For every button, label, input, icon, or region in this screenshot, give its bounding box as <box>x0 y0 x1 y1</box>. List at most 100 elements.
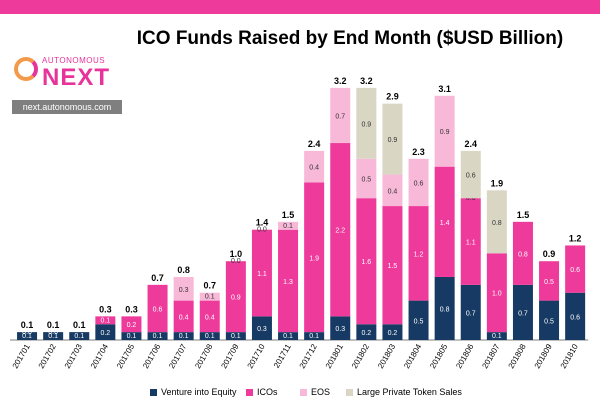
segment-label: 0.1 <box>205 333 215 340</box>
legend-swatch <box>300 389 307 397</box>
segment-label: 0.6 <box>570 267 580 274</box>
bar-segment-201802-3 <box>356 87 377 159</box>
bar-segment-201701-0 <box>17 332 38 340</box>
total-label: 1.9 <box>491 178 504 188</box>
segment-label: 0.6 <box>153 306 163 313</box>
bar-segment-201711-1 <box>278 229 299 333</box>
segment-label: 0.9 <box>361 121 371 128</box>
total-label: 1.2 <box>569 233 582 243</box>
segment-label: 0.0 <box>466 195 476 202</box>
bar-segment-201710-1 <box>251 229 272 317</box>
segment-label: 1.9 <box>309 255 319 262</box>
bar-segment-201707-0 <box>173 332 194 340</box>
total-label: 2.4 <box>464 139 477 149</box>
segment-label: 0.5 <box>361 176 371 183</box>
bar-segment-201705-0 <box>121 332 142 340</box>
website-url: next.autonomous.com <box>12 100 122 114</box>
segment-label: 0.8 <box>492 220 502 227</box>
segment-label: 1.1 <box>466 240 476 247</box>
total-label: 1.4 <box>256 218 269 228</box>
bar-segment-201806-0 <box>460 284 481 340</box>
segment-label: 0.3 <box>335 326 345 333</box>
segment-label: 0.1 <box>492 333 502 340</box>
category-tick-label: 201809 <box>533 342 554 370</box>
segment-label: 0.0 <box>231 258 241 265</box>
segment-label: 0.1 <box>309 333 319 340</box>
segment-label: 0.5 <box>544 318 554 325</box>
bar-segment-201801-1 <box>330 143 351 317</box>
segment-label: 0.4 <box>388 188 398 195</box>
segment-label: 0.7 <box>518 310 528 317</box>
bar-segment-201803-2 <box>382 174 403 207</box>
segment-label: 0.8 <box>440 306 450 313</box>
bar-segment-201802-0 <box>356 324 377 340</box>
category-tick-label: 201804 <box>402 342 423 370</box>
category-tick-label: 201707 <box>167 342 188 370</box>
bar-segment-201809-0 <box>539 300 560 340</box>
bar-segment-201807-1 <box>486 253 507 333</box>
segment-label: 0.6 <box>570 314 580 321</box>
legend-label: ICOs <box>257 387 278 397</box>
legend-item: Large Private Token Sales <box>346 385 462 399</box>
segment-label: 0.1 <box>127 333 137 340</box>
segment-label: 0.1 <box>231 333 241 340</box>
total-label: 3.2 <box>360 76 373 86</box>
total-label: 0.1 <box>73 320 86 330</box>
bar-segment-201804-2 <box>408 158 429 207</box>
segment-label: 2.2 <box>335 228 345 235</box>
category-tick-label: 201801 <box>324 342 345 370</box>
bar-segment-201810-0 <box>565 292 586 340</box>
segment-label: 0.1 <box>74 333 84 340</box>
segment-label: 0.4 <box>309 165 319 172</box>
bar-segment-201804-0 <box>408 300 429 340</box>
segment-label: 0.1 <box>283 333 293 340</box>
category-tick-label: 201705 <box>115 342 136 370</box>
segment-label: 0.4 <box>205 314 215 321</box>
segment-label: 0.0 <box>22 329 32 336</box>
bar-segment-201709-1 <box>225 261 246 333</box>
bar-segment-201807-3 <box>486 190 507 254</box>
legend-label: Venture into Equity <box>161 387 237 397</box>
autonomous-next-logo: AUTONOMOUS NEXT <box>12 56 132 96</box>
bar-segment-201806-1 <box>460 198 481 285</box>
total-label: 1.0 <box>230 249 243 259</box>
bar-segment-201708-1 <box>199 300 220 333</box>
total-label: 0.3 <box>99 304 112 314</box>
category-tick-label: 201808 <box>507 342 528 370</box>
category-tick-label: 201807 <box>480 342 501 370</box>
category-tick-label: 201708 <box>193 342 214 370</box>
total-label: 1.5 <box>517 210 530 220</box>
logo-main-text: NEXT <box>42 64 111 91</box>
total-label: 0.1 <box>21 320 34 330</box>
segment-label: 0.9 <box>388 137 398 144</box>
total-label: 2.3 <box>412 147 425 157</box>
bar-segment-201711-0 <box>278 332 299 340</box>
category-tick-label: 201802 <box>350 342 371 370</box>
bar-segment-201803-0 <box>382 324 403 340</box>
segment-label: 0.1 <box>48 333 58 340</box>
segment-label: 0.1 <box>100 317 110 324</box>
bar-segment-201802-2 <box>356 158 377 199</box>
category-tick-label: 201701 <box>11 342 32 370</box>
legend-swatch <box>246 389 253 397</box>
legend-swatch <box>346 389 353 397</box>
bar-segment-201805-2 <box>434 95 455 167</box>
total-label: 0.7 <box>151 273 164 283</box>
segment-label: 1.0 <box>492 291 502 298</box>
total-label: 3.2 <box>334 76 347 86</box>
segment-label: 0.1 <box>153 333 163 340</box>
segment-label: 1.3 <box>283 279 293 286</box>
segment-label: 1.5 <box>388 263 398 270</box>
bar-segment-201705-1 <box>121 316 142 333</box>
segment-label: 0.6 <box>466 173 476 180</box>
segment-label: 0.2 <box>388 330 398 337</box>
segment-label: 0.9 <box>231 295 241 302</box>
legend-swatch <box>150 389 157 397</box>
legend-item: Venture into Equity <box>150 385 237 399</box>
bar-segment-201708-0 <box>199 332 220 340</box>
bar-segment-201708-2 <box>199 292 220 301</box>
bar-segment-201704-0 <box>95 324 116 340</box>
legend-label: Large Private Token Sales <box>357 387 462 397</box>
bar-segment-201712-2 <box>304 150 325 183</box>
